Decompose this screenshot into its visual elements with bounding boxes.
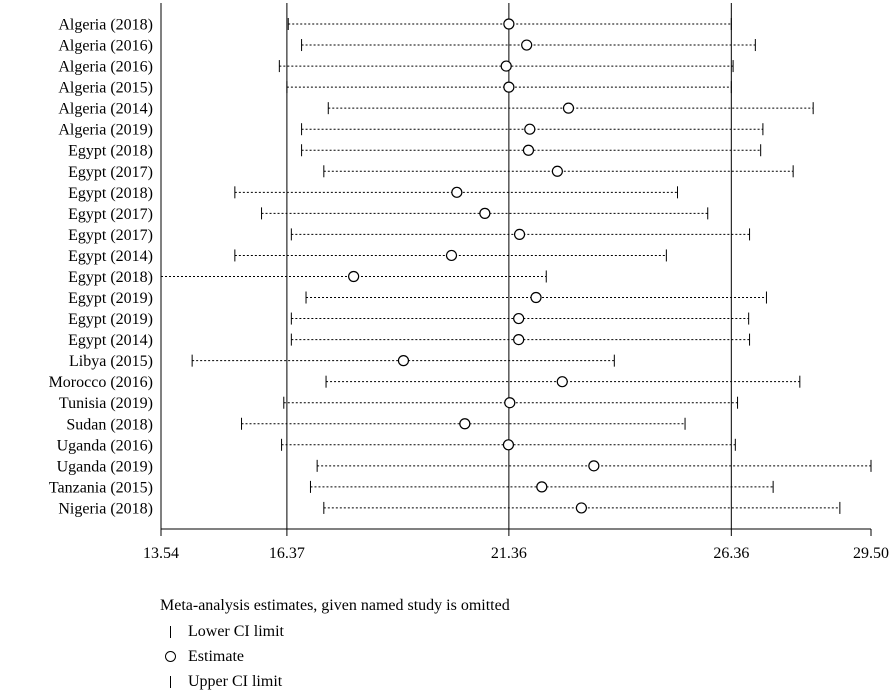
study-row — [160, 270, 547, 283]
estimate-marker — [513, 312, 525, 325]
study-label: Morocco (2016) — [49, 374, 153, 391]
study-row — [191, 354, 615, 367]
legend-item-lower: Lower CI limit — [160, 619, 510, 644]
estimate-marker — [445, 249, 458, 262]
study-row — [283, 396, 739, 409]
legend-label-lower: Lower CI limit — [188, 623, 284, 640]
estimate-marker — [524, 123, 536, 135]
study-row — [241, 417, 686, 430]
upper-ci-icon — [160, 675, 180, 688]
estimate-marker — [575, 502, 587, 514]
study-label: Egypt (2017) — [68, 164, 153, 181]
study-row — [290, 333, 751, 346]
x-tick-label: 29.50 — [853, 545, 889, 562]
study-row — [290, 228, 751, 241]
study-row — [301, 39, 756, 52]
study-label: Egypt (2018) — [68, 143, 153, 160]
legend-title: Meta-analysis estimates, given named stu… — [160, 597, 510, 614]
estimate-marker — [588, 460, 600, 472]
study-row — [309, 480, 774, 493]
study-label: Algeria (2019) — [58, 122, 153, 139]
estimate-marker — [503, 81, 515, 93]
study-row — [287, 18, 732, 30]
estimate-marker — [521, 39, 533, 51]
estimate-marker — [551, 165, 563, 177]
lower-ci-icon — [160, 625, 180, 638]
study-label: Libya (2015) — [69, 353, 153, 370]
estimate-marker — [459, 418, 471, 430]
study-label: Sudan (2018) — [66, 416, 153, 433]
study-label: Algeria (2016) — [58, 59, 153, 76]
confidence-interval-rows — [160, 18, 872, 514]
study-label: Algeria (2018) — [58, 17, 153, 34]
study-label: Uganda (2019) — [57, 458, 153, 475]
estimate-marker — [503, 18, 515, 30]
estimate-marker — [536, 481, 548, 493]
study-row — [281, 438, 736, 451]
study-row — [301, 123, 764, 136]
estimate-marker — [522, 144, 535, 156]
estimate-marker — [513, 228, 526, 240]
x-tick-label: 26.36 — [713, 545, 749, 562]
study-row — [286, 81, 732, 94]
study-labels: Algeria (2018) Algeria (2016) Algeria (201… — [49, 17, 153, 518]
study-label: Tanzania (2015) — [49, 479, 153, 496]
legend-label-estimate: Estimate — [188, 648, 244, 665]
study-row — [261, 207, 709, 220]
legend: Meta-analysis estimates, given named stu… — [160, 592, 510, 694]
estimate-marker — [348, 270, 360, 283]
x-tick-label: 21.36 — [491, 545, 527, 562]
study-label: Tunisia (2019) — [59, 395, 153, 412]
study-row — [290, 312, 750, 325]
estimate-marker — [502, 439, 515, 451]
x-axis: 13.54 16.37 21.36 26.36 29.50 — [143, 528, 889, 562]
study-label: Egypt (2018) — [68, 269, 153, 286]
study-row — [327, 102, 814, 115]
study-row — [234, 249, 667, 262]
study-row — [278, 60, 734, 73]
study-row — [305, 291, 767, 304]
study-row — [323, 501, 841, 514]
legend-label-upper: Upper CI limit — [188, 673, 283, 690]
estimate-marker — [530, 291, 542, 304]
study-row — [323, 165, 794, 178]
study-row — [316, 459, 872, 472]
study-label: Algeria (2014) — [58, 101, 153, 118]
study-label: Uganda (2016) — [57, 437, 153, 454]
x-tick-label: 16.37 — [269, 545, 305, 562]
estimate-marker — [556, 376, 568, 388]
study-label: Nigeria (2018) — [58, 500, 153, 517]
estimate-marker — [562, 102, 575, 114]
estimate-marker — [451, 186, 463, 198]
reference-lines — [160, 3, 732, 529]
study-label: Algeria (2016) — [58, 38, 153, 55]
study-label: Egypt (2017) — [68, 227, 153, 244]
study-label: Egypt (2014) — [68, 248, 153, 265]
study-row — [234, 186, 678, 199]
estimate-marker — [479, 207, 491, 219]
study-label: Egypt (2019) — [68, 290, 153, 307]
legend-item-estimate: Estimate — [160, 644, 510, 669]
estimate-marker — [500, 60, 512, 72]
study-row — [325, 375, 801, 388]
study-label: Egypt (2014) — [68, 332, 153, 349]
forest-plot: Algeria (2018) Algeria (2016) Algeria (201… — [49, 3, 889, 562]
study-row — [301, 144, 762, 157]
estimate-marker — [504, 397, 516, 409]
legend-item-upper: Upper CI limit — [160, 669, 510, 694]
estimate-circle-icon — [160, 651, 180, 662]
x-tick-label: 13.54 — [143, 545, 179, 562]
estimate-marker — [397, 355, 410, 367]
study-label: Egypt (2018) — [68, 185, 153, 202]
estimate-marker — [513, 334, 525, 346]
study-label: Egypt (2019) — [68, 311, 153, 328]
study-label: Egypt (2017) — [68, 206, 153, 223]
study-label: Algeria (2015) — [58, 80, 153, 97]
